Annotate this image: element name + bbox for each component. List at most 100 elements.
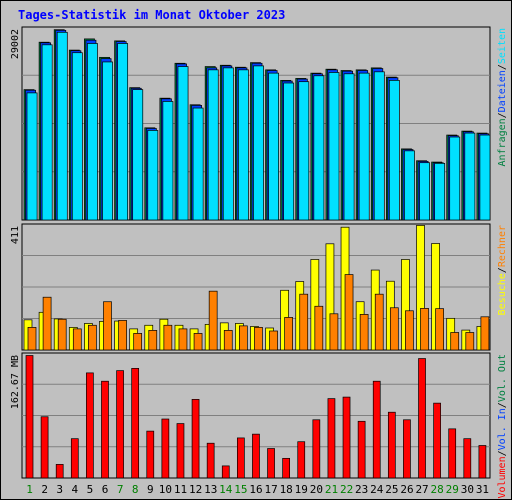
day-label-18: 18 bbox=[280, 483, 293, 496]
bar-volumen-day-19 bbox=[297, 441, 306, 479]
bar-rechner-day-22 bbox=[344, 274, 354, 351]
day-label-11: 11 bbox=[174, 483, 187, 496]
bar-volumen-day-29 bbox=[448, 428, 457, 479]
bar-rechner-day-8 bbox=[133, 333, 143, 351]
day-label-20: 20 bbox=[310, 483, 323, 496]
bar-volumen-day-26 bbox=[403, 419, 411, 479]
bar-rechner-day-6 bbox=[103, 301, 112, 351]
bar-rechner-day-15 bbox=[239, 325, 248, 351]
bar-volumen-day-12 bbox=[191, 399, 200, 479]
bar-rechner-day-24 bbox=[374, 293, 384, 351]
bar-volumen-day-23 bbox=[357, 420, 366, 479]
y-axis-max-label: 411 bbox=[10, 226, 21, 244]
legend-entry: Vol. In bbox=[497, 408, 508, 450]
bar-volumen-day-28 bbox=[433, 402, 441, 479]
legend-entry: Besuche bbox=[497, 273, 508, 315]
day-label-5: 5 bbox=[87, 483, 94, 496]
bar-volumen-day-18 bbox=[282, 457, 290, 479]
bar-rechner-day-18 bbox=[284, 317, 293, 351]
day-labels: 1 2 3 4 5 6 7 8 9 10 11 12 13 14 15 16 17 18 19 20 21 22 23 24 2… bbox=[26, 483, 489, 496]
bar-volumen-day-11 bbox=[176, 423, 185, 479]
day-label-27: 27 bbox=[415, 483, 428, 496]
day-label-15: 15 bbox=[234, 483, 247, 496]
bar-volumen-day-1 bbox=[25, 355, 34, 479]
bar-seiten-day-1 bbox=[26, 92, 38, 221]
bar-seiten-day-24 bbox=[373, 71, 385, 221]
bar-rechner-day-2 bbox=[42, 296, 52, 351]
bar-rechner-day-30 bbox=[465, 332, 475, 351]
y-axis-labels: 29002 411 162.67 MB bbox=[10, 29, 21, 409]
day-label-6: 6 bbox=[102, 483, 109, 496]
bar-volumen-day-3 bbox=[55, 464, 64, 479]
bar-seiten-day-9 bbox=[147, 130, 159, 221]
bar-seiten-day-5 bbox=[87, 43, 98, 221]
bar-volumen-day-30 bbox=[463, 438, 472, 479]
legend-entry: Vol. Out bbox=[497, 354, 508, 402]
bar-rechner-day-11 bbox=[178, 328, 188, 351]
bar-seiten-day-17 bbox=[268, 72, 279, 221]
day-label-13: 13 bbox=[204, 483, 217, 496]
bar-rechner-day-14 bbox=[223, 330, 233, 351]
bar-seiten-day-14 bbox=[222, 67, 234, 221]
bar-volumen-day-15 bbox=[237, 437, 245, 479]
legend-bottom: Volumen/Vol. In/Vol. Out bbox=[497, 354, 508, 499]
bar-rechner-day-10 bbox=[163, 324, 173, 351]
bar-seiten-day-21 bbox=[328, 72, 340, 221]
legend-entry: / bbox=[497, 64, 508, 70]
bar-rechner-day-23 bbox=[359, 314, 369, 351]
bar-seiten-day-10 bbox=[162, 101, 174, 221]
legend-entry: Rechner bbox=[497, 225, 508, 267]
bar-volumen-day-22 bbox=[342, 396, 351, 479]
bar-seiten-day-30 bbox=[464, 132, 476, 221]
bar-rechner-day-5 bbox=[88, 324, 97, 351]
bar-seiten-day-4 bbox=[71, 52, 83, 221]
bar-volumen-day-2 bbox=[40, 416, 49, 479]
bar-volumen-day-31 bbox=[478, 445, 487, 479]
bar-volumen-day-4 bbox=[70, 438, 79, 479]
day-label-24: 24 bbox=[370, 483, 384, 496]
day-label-19: 19 bbox=[295, 483, 308, 496]
bar-seiten-day-18 bbox=[283, 82, 295, 221]
bar-rechner-day-20 bbox=[314, 305, 324, 351]
bar-seiten-day-2 bbox=[41, 44, 53, 221]
bar-volumen-day-21 bbox=[327, 398, 336, 479]
day-label-14: 14 bbox=[219, 483, 233, 496]
legend-entry: / bbox=[497, 112, 508, 118]
bar-rechner-day-28 bbox=[435, 308, 444, 351]
bar-volumen-day-7 bbox=[116, 370, 124, 479]
day-label-31: 31 bbox=[476, 483, 489, 496]
day-label-8: 8 bbox=[132, 483, 139, 496]
day-label-2: 2 bbox=[41, 483, 48, 496]
bar-volumen-day-20 bbox=[312, 419, 321, 479]
bar-seiten-day-15 bbox=[238, 69, 249, 221]
y-axis-max-label: 162.67 MB bbox=[10, 355, 21, 409]
bar-rechner-day-16 bbox=[254, 327, 263, 351]
legend-middle: Besuche/Rechner bbox=[497, 225, 508, 315]
day-label-28: 28 bbox=[431, 483, 444, 496]
bar-rechner-day-17 bbox=[269, 330, 278, 351]
bar-rechner-day-25 bbox=[389, 307, 399, 351]
bar-rechner-day-29 bbox=[450, 332, 460, 351]
bar-seiten-day-19 bbox=[298, 81, 310, 221]
legend-top: Anfragen/Dateien/Seiten bbox=[497, 28, 508, 167]
day-label-4: 4 bbox=[72, 483, 79, 496]
chart-bars bbox=[23, 29, 491, 479]
bar-seiten-day-26 bbox=[404, 150, 415, 221]
day-label-21: 21 bbox=[325, 483, 338, 496]
bar-seiten-day-8 bbox=[132, 89, 144, 221]
day-label-22: 22 bbox=[340, 483, 353, 496]
bar-seiten-day-28 bbox=[434, 163, 446, 221]
bar-seiten-day-20 bbox=[313, 75, 325, 221]
legend-entry: Volumen bbox=[497, 456, 508, 498]
day-label-9: 9 bbox=[147, 483, 154, 496]
bar-volumen-day-5 bbox=[86, 372, 94, 479]
legend-entry: / bbox=[497, 402, 508, 408]
day-label-10: 10 bbox=[159, 483, 172, 496]
bar-volumen-day-17 bbox=[267, 448, 275, 479]
bar-seiten-day-27 bbox=[419, 162, 430, 221]
bar-seiten-day-31 bbox=[479, 134, 491, 221]
bar-rechner-day-13 bbox=[208, 290, 218, 351]
bar-rechner-day-31 bbox=[480, 316, 490, 351]
legend-entry: Dateien bbox=[497, 70, 508, 112]
